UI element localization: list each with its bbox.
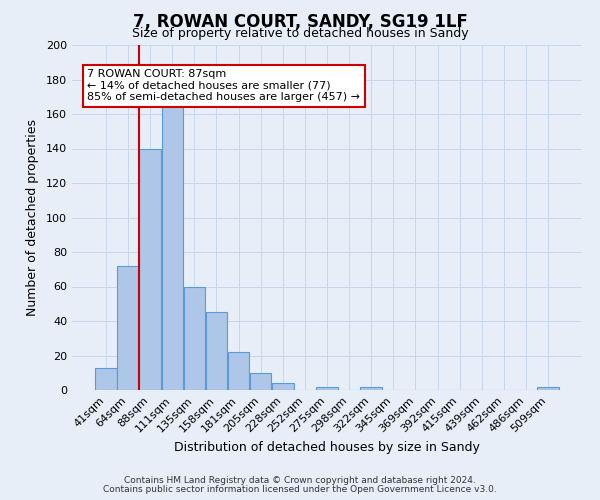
Text: 7, ROWAN COURT, SANDY, SG19 1LF: 7, ROWAN COURT, SANDY, SG19 1LF <box>133 12 467 30</box>
Bar <box>538 386 559 390</box>
Y-axis label: Number of detached properties: Number of detached properties <box>26 119 39 316</box>
Text: Contains public sector information licensed under the Open Government Licence v3: Contains public sector information licen… <box>103 484 497 494</box>
Bar <box>139 148 161 390</box>
Bar <box>272 383 293 390</box>
Bar <box>161 104 183 390</box>
Bar <box>228 352 249 390</box>
Bar <box>361 386 382 390</box>
Bar <box>206 312 227 390</box>
Text: Size of property relative to detached houses in Sandy: Size of property relative to detached ho… <box>131 28 469 40</box>
Bar <box>117 266 139 390</box>
Bar <box>250 373 271 390</box>
Bar <box>95 368 116 390</box>
X-axis label: Distribution of detached houses by size in Sandy: Distribution of detached houses by size … <box>174 441 480 454</box>
Bar <box>316 386 338 390</box>
Text: Contains HM Land Registry data © Crown copyright and database right 2024.: Contains HM Land Registry data © Crown c… <box>124 476 476 485</box>
Bar <box>184 286 205 390</box>
Text: 7 ROWAN COURT: 87sqm
← 14% of detached houses are smaller (77)
85% of semi-detac: 7 ROWAN COURT: 87sqm ← 14% of detached h… <box>88 69 360 102</box>
